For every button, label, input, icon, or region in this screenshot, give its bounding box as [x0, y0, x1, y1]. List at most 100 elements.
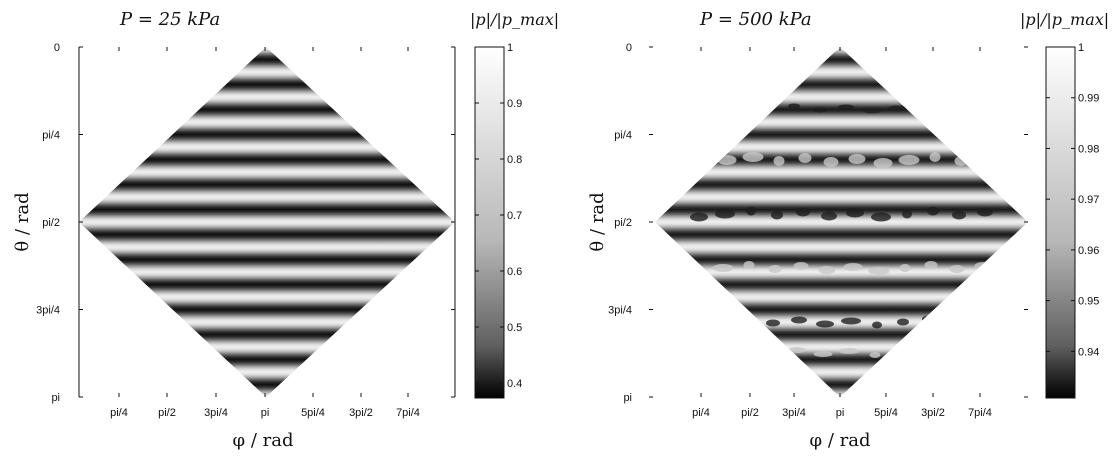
heatmap-blob: [813, 351, 833, 357]
x-tick-label: pi: [836, 407, 845, 419]
colorbar-tick-label: 0.95: [1078, 296, 1099, 308]
heatmap-blob: [868, 267, 890, 275]
heatmap-blob: [846, 208, 864, 218]
colorbar-tick-label: 0.99: [1078, 93, 1099, 105]
x-axis-label: φ / rad: [810, 430, 871, 451]
x-tick-label: 7pi/4: [396, 407, 420, 419]
heatmap-blob: [738, 346, 752, 352]
colorbar-tick-label: 0.7: [507, 210, 522, 222]
heatmap-blob: [927, 206, 939, 216]
x-tick-label: pi/4: [692, 407, 710, 419]
heatmap-blob: [947, 319, 963, 327]
x-tick-label: 7pi/4: [968, 407, 992, 419]
colorbar-tick-label: 0.6: [507, 266, 522, 278]
heatmap-blob: [692, 158, 710, 168]
y-tick-label: 0: [626, 42, 632, 54]
y-tick-label: pi/2: [42, 217, 60, 229]
colorbar-title: |p|/|p_max|: [470, 10, 559, 29]
heatmap-blob: [791, 316, 807, 324]
heatmap-blob: [717, 155, 737, 165]
x-tick-label: 5pi/4: [301, 407, 325, 419]
x-tick-label: pi/2: [158, 407, 176, 419]
heatmap-blob: [763, 350, 779, 356]
heatmap-blob: [969, 103, 983, 109]
heatmap-blob: [716, 318, 726, 326]
colorbar-ticks: 1 0.99 0.98 0.97 0.96 0.95 0.94: [1046, 42, 1099, 358]
heatmap-blob: [922, 315, 936, 323]
y-tick-label: pi: [51, 392, 60, 404]
heatmap-blob: [969, 347, 989, 353]
x-tick-label: 5pi/4: [874, 407, 898, 419]
y-tick-label: pi/4: [614, 130, 632, 142]
colorbar-tick-label: 0.94: [1078, 346, 1099, 358]
heatmap-blob: [952, 210, 966, 220]
heatmap-blob: [690, 212, 708, 222]
colorbar-tick-label: 0.97: [1078, 194, 1099, 206]
heatmap-blob: [773, 156, 785, 166]
heatmap-blob: [869, 352, 881, 358]
heatmap-blob: [919, 102, 929, 108]
colorbar-gradient: [474, 46, 505, 399]
heatmap-blob: [821, 211, 837, 221]
plot-area: [79, 47, 455, 397]
y-tick-group: 0 pi/4 pi/2 3pi/4 pi: [608, 42, 1028, 404]
x-tick-label: pi/2: [741, 407, 759, 419]
colorbar: |p|/|p_max| 1 0.9 0.8 0.7 0.6 0.5 0.4: [470, 10, 559, 399]
chart-title: P = 25 kPa: [119, 9, 220, 30]
heatmap-blob: [713, 349, 725, 355]
y-tick-label: pi/4: [42, 130, 60, 142]
heatmap-blob: [919, 346, 935, 352]
heatmap-blob: [771, 210, 783, 220]
heatmap-blob: [793, 262, 809, 270]
heatmap-blob: [979, 153, 995, 163]
heatmap-blob: [872, 321, 882, 329]
heatmap-blob: [843, 263, 863, 271]
y-axis-label: θ / rad: [12, 192, 33, 251]
heatmap-blob: [897, 318, 909, 326]
heatmap-blob: [954, 156, 968, 166]
heatmap-blob: [929, 152, 941, 162]
colorbar-gradient: [1045, 46, 1076, 399]
y-tick-label: 3pi/4: [36, 305, 60, 317]
heatmap-blob: [949, 265, 965, 273]
colorbar-tick-label: 1: [507, 42, 513, 54]
x-tick-label: 3pi/2: [921, 407, 945, 419]
y-tick-label: 0: [54, 42, 60, 54]
heatmap-blob: [796, 207, 810, 217]
chart-title: P = 500 kPa: [699, 9, 812, 30]
colorbar-tick-label: 0.96: [1078, 245, 1099, 257]
heatmap-blob: [898, 155, 920, 165]
plot-area: [655, 47, 1028, 397]
heatmap-blob: [848, 154, 866, 164]
heatmap-blob: [682, 108, 698, 114]
heatmap-blob: [944, 106, 956, 112]
heatmap-blob: [944, 350, 962, 356]
heatmap-blob: [763, 106, 773, 112]
heatmap-blob: [798, 153, 812, 163]
heatmap-blob: [746, 206, 756, 216]
heatmap-blob: [924, 261, 938, 269]
heatmap-blob: [894, 349, 908, 355]
x-tick-label: pi/4: [110, 407, 128, 419]
heatmap-blob: [841, 317, 861, 325]
heatmap-blob: [768, 265, 782, 273]
colorbar: |p|/|p_max| 1 0.99 0.98 0.97 0.96 0.95 0.94: [1020, 10, 1109, 399]
x-tick-group: pi/4 pi/2 3pi/4 pi 5pi/4 3pi/2 7pi/4: [110, 47, 420, 419]
colorbar-tick-label: 0.9: [507, 98, 522, 110]
heatmap-blob: [788, 103, 800, 109]
colorbar-tick-label: 0.4: [507, 378, 522, 390]
heatmap-blob: [873, 158, 893, 168]
y-axis-label: θ / rad: [587, 192, 608, 251]
colorbar-tick-label: 0.5: [507, 322, 522, 334]
heatmap-blob: [741, 315, 753, 323]
x-tick-label: 3pi/4: [782, 407, 806, 419]
y-tick-group: 0 pi/4 pi/2 3pi/4 pi: [36, 42, 455, 404]
heatmap-blob: [823, 157, 839, 167]
heatmap-blob: [712, 264, 734, 272]
heatmap-blob: [888, 105, 908, 111]
colorbar-title: |p|/|p_max|: [1020, 10, 1109, 29]
x-tick-label: 3pi/4: [204, 407, 228, 419]
heatmap-blob: [788, 347, 806, 353]
heatmap-blob: [977, 207, 993, 217]
